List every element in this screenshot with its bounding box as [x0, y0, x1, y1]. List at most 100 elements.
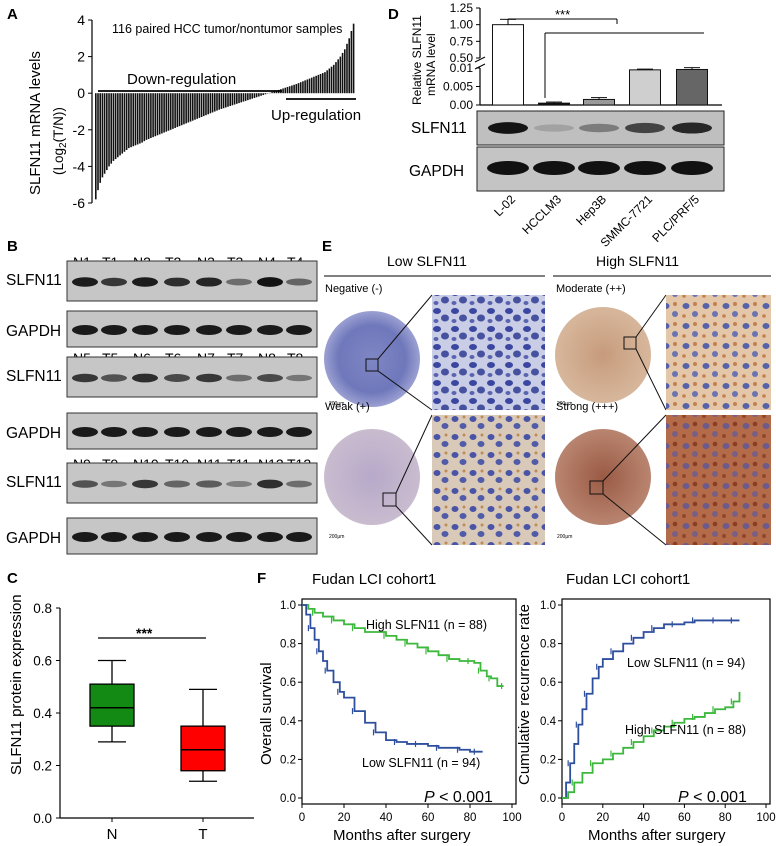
panel-a-bar: [180, 93, 183, 126]
panel-b-band-slfn11: [101, 480, 127, 488]
panel-b-band-gapdh: [196, 427, 222, 437]
panel-a-y-axis: -6 -4 -2 0 2 4: [73, 12, 93, 211]
panel-f-ytick-label: 0.8: [540, 639, 556, 651]
panel-f-ytick-label: 0.6: [540, 677, 556, 689]
panel-f-xtick-label: 20: [338, 812, 351, 824]
panel-a-bar: [103, 93, 106, 174]
ihc-roi-weak: [382, 492, 397, 507]
panel-a-bar: [332, 64, 335, 94]
panel-a-bar: [343, 49, 346, 94]
ihc-label-moderate: Moderate (++): [556, 283, 626, 295]
panel-b-band-slfn11: [132, 277, 158, 287]
panel-a-bar: [315, 75, 317, 94]
panel-a-chart: -6 -4 -2 0 2 4 116 paired HCC tumor/nontumor …: [27, 12, 361, 211]
panel-b-row-gapdh: GAPDH: [6, 530, 61, 547]
panel-a-bar: [132, 93, 135, 147]
panel-a-down-label: Down-regulation: [127, 71, 236, 88]
panel-a-bar: [211, 93, 214, 113]
panel-f-ytick-label: 0.8: [280, 639, 296, 651]
panel-f-xtick-label: 60: [422, 812, 435, 824]
panel-a-bar: [114, 93, 117, 160]
panel-a-bar: [273, 91, 276, 94]
panel-f2-title: Fudan LCI cohort1: [566, 571, 690, 588]
panel-d-bar: [538, 102, 570, 106]
panel-a-ylabel2-sub: 2: [58, 142, 69, 148]
panel-a-bar: [183, 93, 185, 125]
panel-b-band-slfn11: [164, 480, 190, 488]
panel-a-bar: [233, 93, 236, 105]
panel-d-significance: ***: [555, 7, 570, 22]
panel-a-ytick-label: -2: [73, 122, 86, 138]
panel-b-band-gapdh: [132, 532, 158, 542]
panel-c-ytick-label: 0.0: [33, 811, 52, 826]
ihc-zoom-line-negative-top: [377, 294, 433, 360]
panel-a-bar: [213, 93, 216, 112]
panel-b-row-gapdh: GAPDH: [6, 425, 61, 442]
panel-b-band-slfn11: [132, 373, 158, 383]
panel-label-f: F: [257, 570, 266, 587]
panel-b-band-gapdh: [72, 532, 98, 542]
panel-label-b: B: [7, 238, 18, 255]
panel-a-bar: [156, 93, 159, 136]
panel-f-frame: [561, 598, 771, 805]
panel-b-band-slfn11: [196, 480, 222, 488]
panel-b-band-slfn11: [101, 277, 127, 287]
panel-d-row-slfn11: SLFN11: [411, 120, 467, 137]
panel-f-ytick-label: 0.0: [280, 793, 296, 805]
panel-f1-high-label: High SLFN11 (n = 88): [366, 618, 487, 632]
panel-d-xlabel: Hep3B: [573, 192, 609, 228]
panel-a-bar: [141, 93, 143, 143]
panel-a-bar: [145, 93, 148, 140]
panel-f-xtick-label: 40: [637, 812, 650, 824]
panel-f-xtick-label: 100: [756, 812, 775, 824]
panel-a-bar: [251, 93, 254, 99]
panel-a-bar: [229, 93, 232, 107]
panel-b-band-gapdh: [101, 532, 127, 542]
panel-a-bar: [123, 93, 126, 152]
panel-c-ylabel: SLFN11 protein expression: [8, 594, 25, 775]
panel-f-ytick-label: 0.4: [280, 716, 297, 728]
panel-a-bar: [134, 93, 137, 146]
panel-a-bar: [176, 93, 179, 128]
panel-a-bar: [136, 93, 139, 145]
ihc-scale-moderate: 200μm: [557, 401, 572, 407]
panel-b-band-slfn11: [164, 277, 190, 287]
panel-a-bar: [271, 92, 273, 94]
panel-d-xlabel: PLC/PRF/5: [649, 192, 702, 245]
panel-d-band-gapdh: [671, 161, 713, 175]
panel-d-band-slfn11: [488, 122, 528, 134]
panel-a-bar: [324, 72, 326, 94]
panel-a-bar: [119, 93, 121, 156]
panel-b-band-gapdh: [72, 325, 98, 335]
panel-a-bar: [200, 93, 203, 117]
panel-f-xtick-label: 0: [559, 812, 565, 824]
panel-f2-pvalue-p: P: [678, 789, 689, 806]
panel-a-bar: [282, 88, 284, 94]
panel-f-overall-survival: Fudan LCI cohort1 Overall survival Month…: [258, 571, 522, 844]
panel-a-bar: [321, 73, 324, 94]
panel-e-ihc: Low SLFN11 High SLFN11 Negative (-) 200μ…: [324, 253, 771, 546]
panel-b-band-gapdh: [72, 427, 98, 437]
ihc-roi-negative: [365, 358, 379, 372]
panel-d-xlabel: L-02: [491, 192, 518, 219]
ihc-label-negative: Negative (-): [325, 283, 382, 295]
ihc-scale-weak: 200μm: [329, 534, 344, 540]
panel-f-ytick-label: 0.0: [540, 793, 556, 805]
panel-b-band-slfn11: [226, 278, 252, 286]
panel-b-band-gapdh: [226, 532, 252, 542]
panel-b-band-gapdh: [257, 532, 283, 542]
panel-a-ylabel: SLFN11 mRNA levels: [27, 51, 44, 195]
panel-b-band-gapdh: [101, 325, 127, 335]
ihc-zoom-line-weak-top: [395, 414, 433, 494]
panel-f2-pvalue: P < 0.001: [678, 789, 747, 806]
panel-a-bar: [253, 93, 256, 98]
ihc-core-moderate: [555, 307, 651, 403]
panel-a-bar: [209, 93, 212, 114]
panel-f2-pvalue-rest: < 0.001: [689, 789, 747, 806]
panel-a-bar: [244, 93, 247, 101]
panel-a-bar: [161, 93, 163, 134]
panel-a-bar: [291, 85, 293, 94]
